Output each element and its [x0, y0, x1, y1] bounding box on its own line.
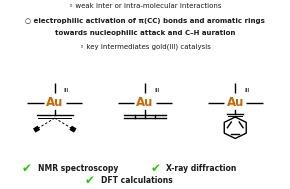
Text: NMR spectroscopy: NMR spectroscopy	[38, 164, 118, 173]
Text: III: III	[244, 88, 250, 92]
Text: Au: Au	[46, 96, 64, 109]
Text: ✔: ✔	[22, 162, 32, 175]
Text: III: III	[64, 88, 69, 92]
Text: X-ray diffraction: X-ray diffraction	[166, 164, 237, 173]
Text: ○ electrophilic activation of π(CC) bonds and aromatic rings: ○ electrophilic activation of π(CC) bond…	[25, 18, 265, 24]
Text: ✔: ✔	[151, 162, 160, 175]
Text: towards nucleophilic attack and C–H auration: towards nucleophilic attack and C–H aura…	[55, 30, 235, 36]
Text: III: III	[154, 88, 160, 92]
Text: DFT calculations: DFT calculations	[101, 176, 173, 185]
Text: ◦ weak inter or intra-molecular interactions: ◦ weak inter or intra-molecular interact…	[69, 3, 221, 9]
Text: ✔: ✔	[85, 174, 95, 187]
Text: ◦ key intermediates gold(III) catalysis: ◦ key intermediates gold(III) catalysis	[79, 43, 211, 50]
Text: Au: Au	[136, 96, 154, 109]
Text: Au: Au	[226, 96, 244, 109]
